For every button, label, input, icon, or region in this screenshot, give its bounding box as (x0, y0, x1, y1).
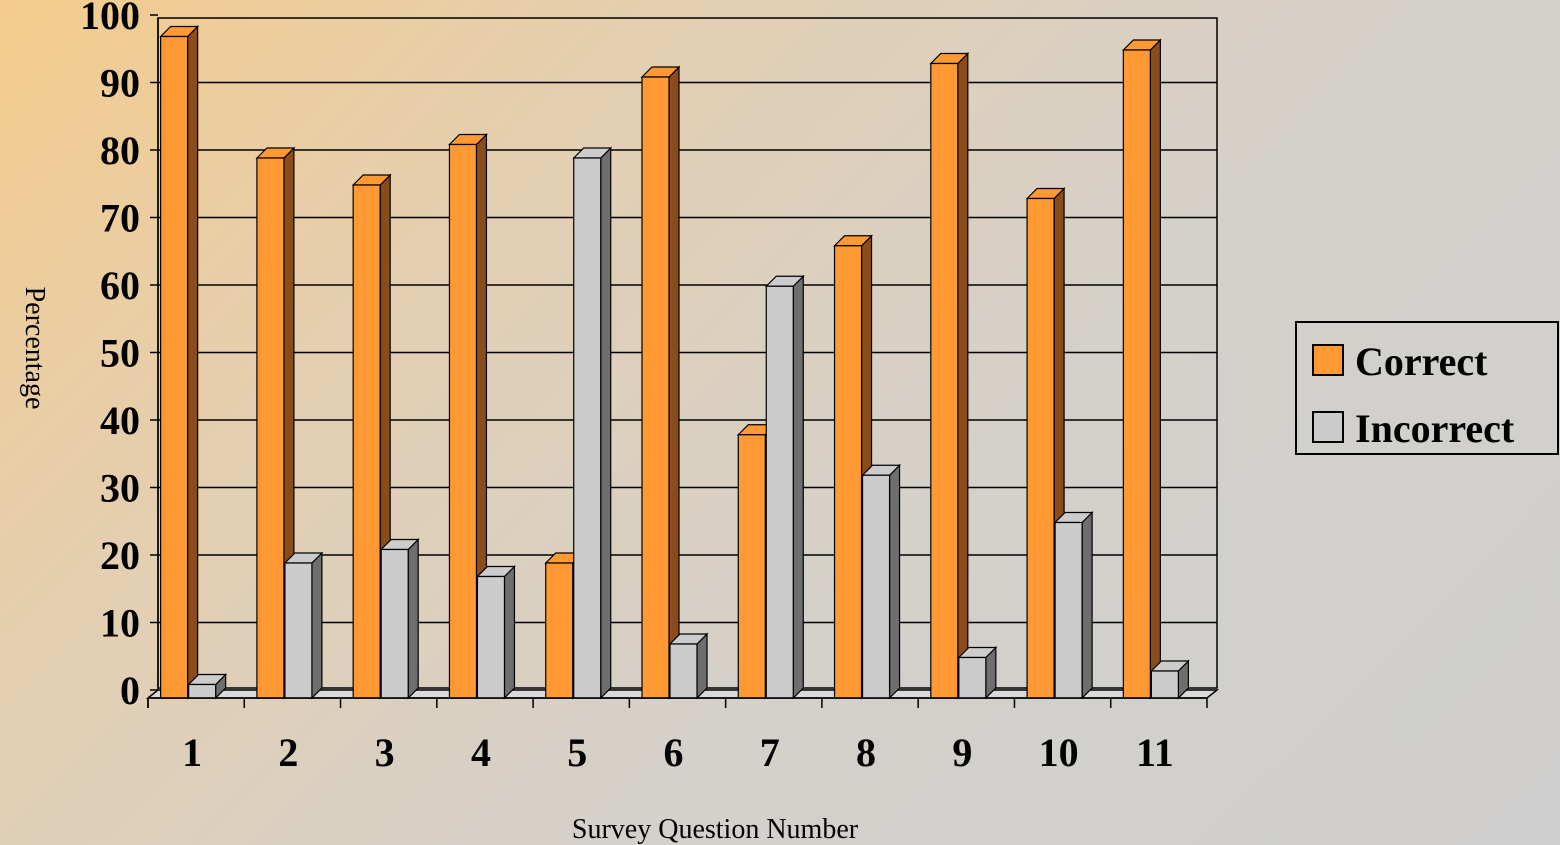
y-tick-label: 60 (100, 263, 140, 308)
bar-front (545, 562, 574, 699)
bar-correct-q6 (640, 65, 681, 700)
x-tick-labels: 1 2 3 4 5 6 7 8 9 10 11 (182, 730, 1174, 775)
bar-front (284, 562, 313, 699)
legend: Correct Incorrect (1295, 321, 1559, 455)
x-tick-label: 7 (760, 730, 780, 775)
bar-incorrect-q6 (668, 632, 709, 700)
bar-side (696, 632, 708, 700)
y-tick-label: 50 (100, 331, 140, 376)
x-tick-label: 3 (375, 730, 395, 775)
y-tick-label: 30 (100, 466, 140, 511)
bar-side (311, 551, 323, 700)
bar-side (600, 146, 612, 700)
bars (159, 25, 1190, 700)
legend-frame (1295, 321, 1559, 455)
bar-front (1026, 197, 1055, 699)
y-tick-label: 40 (100, 398, 140, 443)
bar-side (1149, 38, 1161, 700)
y-tick-label: 0 (120, 668, 140, 713)
bar-incorrect-q7 (764, 274, 805, 700)
bar-front (765, 285, 794, 699)
bar-front (737, 434, 766, 699)
x-tick-label: 1 (182, 730, 202, 775)
bar-incorrect-q9 (957, 646, 998, 700)
x-tick-label: 5 (567, 730, 587, 775)
bar-front (1122, 49, 1151, 699)
y-tick-label: 80 (100, 128, 140, 173)
bar-incorrect-q11 (1149, 659, 1190, 700)
bar-incorrect-q2 (283, 551, 324, 700)
bar-front (476, 575, 506, 699)
bar-incorrect-q3 (379, 538, 420, 700)
bar-front (352, 184, 381, 699)
x-tick-label: 8 (856, 730, 876, 775)
bar-correct-q1 (159, 25, 200, 700)
bar-front (641, 76, 670, 699)
bar-correct-q8 (833, 234, 873, 700)
bar-front (160, 35, 189, 699)
y-axis-title: Percentage (19, 287, 50, 410)
bar-front (669, 643, 698, 699)
x-tick-label: 6 (664, 730, 684, 775)
x-tick-label: 9 (952, 730, 972, 775)
bar-front (833, 245, 863, 699)
bar-incorrect-q10 (1053, 511, 1094, 700)
y-tick-label: 100 (80, 0, 140, 38)
bar-front (1054, 521, 1083, 699)
legend-swatch-correct (1312, 344, 1344, 376)
bar-side (1081, 511, 1093, 700)
bar-correct-q9 (929, 52, 970, 700)
bar-front (861, 474, 891, 699)
bar-side (792, 274, 804, 700)
x-tick-label: 11 (1136, 730, 1174, 775)
bar-side (668, 65, 680, 700)
legend-label-incorrect: Incorrect (1355, 406, 1515, 451)
bar-front (380, 548, 409, 699)
legend-label-correct: Correct (1355, 339, 1488, 384)
bar-front (188, 683, 217, 699)
bar-side (187, 25, 199, 700)
bar-front (256, 157, 285, 699)
y-tick-labels: 0 10 20 30 40 50 60 70 80 90 100 (80, 0, 140, 713)
bar-front (1150, 670, 1179, 699)
bar-incorrect-q4 (476, 565, 516, 700)
x-tick-label: 4 (471, 730, 491, 775)
bar-front (958, 656, 987, 699)
gridlines (158, 81, 1217, 624)
x-tick-label: 2 (278, 730, 298, 775)
y-tick-label: 70 (100, 196, 140, 241)
y-tick-label: 90 (100, 61, 140, 106)
y-tick-label: 10 (100, 601, 140, 646)
axes (147, 14, 1208, 708)
bar-incorrect-q8 (861, 463, 901, 700)
bar-incorrect-q5 (572, 146, 613, 700)
y-tick-label: 20 (100, 533, 140, 578)
legend-swatch-incorrect (1312, 411, 1344, 443)
bar-front (573, 157, 602, 699)
bar-side (957, 52, 969, 700)
bar-correct-q4 (448, 133, 488, 700)
bar-side (888, 463, 901, 700)
bar-correct-q11 (1121, 38, 1162, 700)
bar-front (448, 143, 478, 699)
bar-side (503, 565, 516, 700)
x-axis-title: Survey Question Number (572, 814, 859, 845)
x-tick-label: 10 (1039, 730, 1079, 775)
bar-front (930, 62, 959, 699)
bar-side (407, 538, 419, 700)
